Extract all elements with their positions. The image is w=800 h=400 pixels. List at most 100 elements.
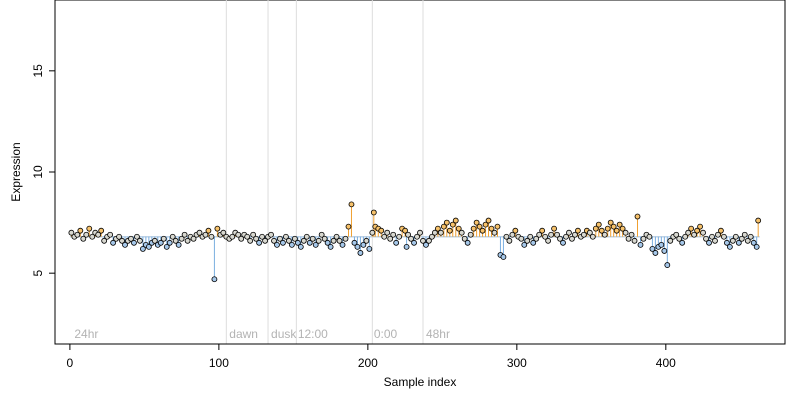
data-point [431,229,438,236]
data-point [211,276,218,283]
data-point [652,250,659,256]
data-point [527,233,534,240]
data-point [324,239,331,246]
data-point [297,243,304,250]
data-point [721,233,727,240]
data-point [437,229,444,236]
condition-labels: 24hr dawn dusk 12:00 0:00 48hr [74,327,450,341]
plot-frame [54,0,786,345]
data-point [208,233,215,240]
data-point [134,233,140,240]
data-point [190,235,197,242]
data-point [589,233,596,240]
data-point [723,239,730,246]
data-point [539,227,546,234]
data-point [137,237,143,244]
data-point [83,231,90,238]
condition-label: dusk [271,327,297,341]
data-point [753,243,760,250]
data-point [429,233,435,240]
data-point [646,233,653,240]
data-point [184,237,191,244]
y-tick-label: 5 [31,270,45,277]
data-point [393,239,400,246]
data-point [676,235,683,242]
data-point [244,233,251,240]
data-point [178,235,185,242]
data-point [712,237,718,244]
data-point [68,229,75,236]
data-point [77,227,84,234]
data-point [586,229,593,236]
data-point [506,237,513,244]
data-point [247,237,254,244]
data-point [163,243,170,250]
data-point [306,239,313,246]
data-point [509,231,516,238]
data-point [402,227,409,234]
data-point [557,235,563,242]
data-point [351,239,358,246]
data-point [181,231,188,238]
data-point [563,233,569,240]
data-point [718,227,724,234]
data-point [205,227,212,234]
data-point [685,229,692,236]
data-point [312,241,319,248]
x-tick-label: 200 [358,356,378,370]
data-point [268,231,274,238]
data-point [285,237,292,244]
data-point [360,241,367,248]
data-point [330,237,337,244]
data-point [414,233,420,240]
y-axis-label: Expression [9,142,23,201]
data-point [145,243,152,250]
data-point [729,237,736,244]
data-point [551,225,557,232]
data-point [294,239,301,246]
x-axis-label: Sample index [384,375,457,389]
data-point [235,231,242,238]
data-point [271,237,277,244]
data-point [95,231,102,238]
data-point [131,239,137,246]
data-point [461,235,468,242]
data-point [688,225,695,232]
data-point [396,233,403,240]
data-point [229,233,236,240]
data-point [464,239,471,246]
data-point [333,233,340,240]
data-point [580,231,587,238]
condition-label: 0:00 [374,327,398,341]
data-point [366,245,373,252]
data-point [238,235,245,242]
data-point [667,237,674,244]
data-point [607,219,614,226]
data-point [503,233,510,240]
data-point [631,237,638,244]
data-point [488,225,495,232]
data-point [196,229,203,236]
data-point [423,241,429,248]
condition-label: dawn [229,327,258,341]
data-point [250,231,257,238]
data-point [494,223,501,230]
data-point [592,225,599,232]
data-point [274,241,280,248]
data-point [107,231,114,238]
data-point [738,235,745,242]
data-point [384,229,391,236]
data-point [536,231,543,238]
data-point [637,241,644,248]
data-point [417,229,423,236]
condition-label: 24hr [74,327,98,341]
x-tick-label: 0 [67,356,74,370]
data-point [542,233,549,240]
data-point [545,237,552,244]
data-point [673,231,680,238]
data-point [89,233,96,240]
x-tick-label: 300 [507,356,527,370]
data-point [434,225,441,232]
data-point [363,237,370,244]
data-point [613,227,620,234]
